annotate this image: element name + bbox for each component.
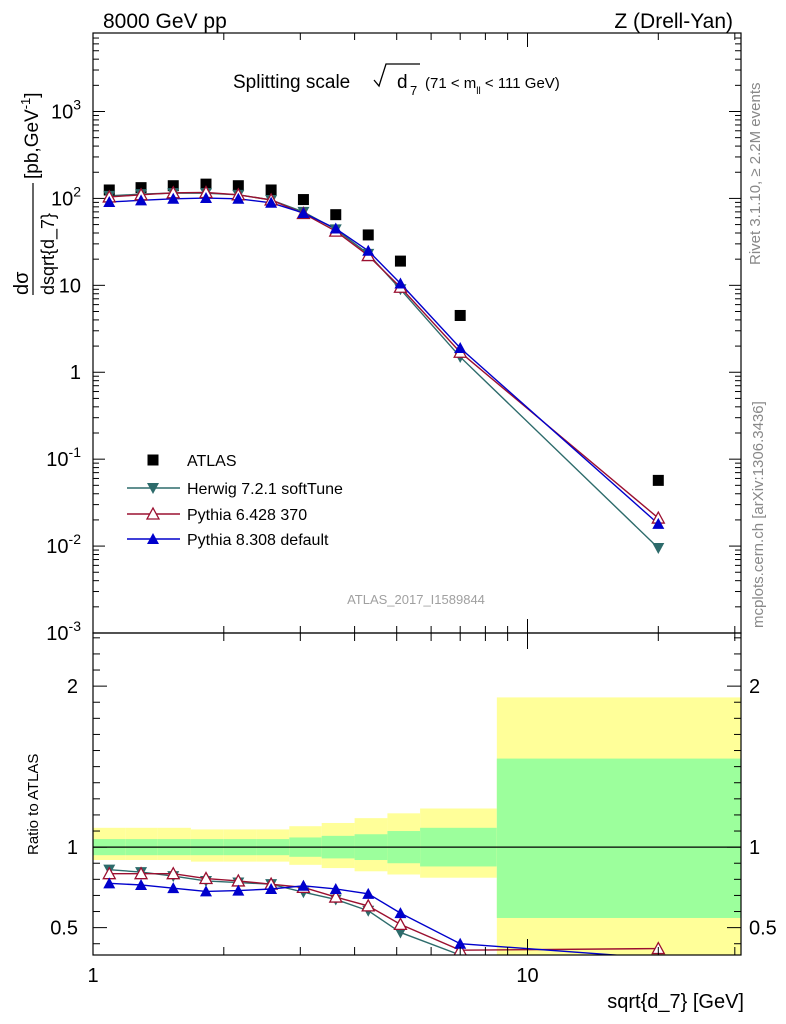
y-tick-label: 103 [51, 96, 81, 123]
ratio-point [133, 866, 149, 880]
y-label-unit: [pb,GeV-1] [18, 92, 43, 179]
data-point [297, 194, 309, 206]
mcplots-label: mcplots.cern.ch [arXiv:1306.3436] [750, 401, 767, 628]
data-point [232, 192, 245, 204]
ratio-y-tick-label-right: 2 [749, 676, 760, 698]
data-point [362, 244, 375, 256]
main-series [102, 178, 666, 555]
title-symbol: d [397, 72, 408, 93]
data-point [652, 543, 665, 555]
ratio-y-tick-label-right: 1 [749, 837, 760, 859]
ratio-point [103, 877, 116, 889]
data-point [135, 194, 148, 206]
ratio-point [166, 866, 181, 880]
ratio-y-tick-label: 0.5 [50, 918, 78, 940]
legend-marker [147, 533, 159, 544]
ratio-point [135, 878, 148, 890]
data-point [329, 222, 342, 234]
y-label-denominator: dsqrt{d_7} [38, 213, 59, 295]
legend-label: Herwig 7.2.1 softTune [187, 481, 343, 498]
ratio-line [109, 872, 659, 951]
ratio-point [198, 871, 214, 885]
data-point [200, 178, 212, 190]
data-point [103, 195, 116, 207]
ratio-frame [92, 632, 742, 956]
data-point [652, 474, 664, 486]
ratio-point [328, 889, 343, 903]
ratio-point [393, 917, 408, 931]
legend-marker [147, 483, 159, 494]
data-point [330, 209, 342, 221]
data-point [652, 517, 665, 529]
x-axis-label: sqrt{d_7} [GeV] [607, 991, 744, 1013]
ratio-point [362, 887, 375, 899]
ratio-y-axis-label: Ratio to ATLAS [25, 754, 42, 855]
data-point [454, 342, 467, 354]
data-point [394, 277, 407, 289]
data-point [297, 206, 310, 218]
x-tick-label: 10 [516, 965, 538, 987]
y-tick-label: 102 [51, 183, 81, 210]
data-point [394, 255, 406, 267]
ratio-point [361, 898, 376, 912]
series-line [109, 197, 659, 525]
ratio-point [265, 882, 278, 894]
rivet-label: Rivet 3.1.10, ≥ 2.2M events [747, 83, 764, 266]
y-label-numerator: dσ [11, 271, 33, 295]
legend: ATLAS Herwig 7.2.1 softTune Pythia 6.428 3… [127, 453, 343, 549]
uncertainty-bands [93, 697, 741, 955]
ratio-line [109, 882, 624, 955]
ratio-point [454, 937, 467, 949]
ratio-y-tick-label-right: 0.5 [749, 918, 777, 940]
header-left: 8000 GeV pp [103, 10, 227, 33]
main-axes: 10-3 10-2 10-1 1 10 102 103 [46, 32, 742, 645]
ratio-point [394, 907, 407, 919]
ratio-panel: 0.5 0.5 1 1 2 2 1 10 [50, 632, 777, 987]
data-point [232, 180, 244, 192]
ratio-point [329, 882, 342, 894]
ratio-point [167, 882, 180, 894]
data-point [200, 192, 213, 204]
y-tick-label: 10-1 [46, 444, 81, 471]
ratio-axes: 0.5 0.5 1 1 2 2 1 10 [50, 632, 777, 987]
inner-band [496, 758, 741, 918]
sqrt-sign [373, 63, 420, 88]
ratio-point [232, 884, 245, 896]
legend-marker [145, 506, 161, 520]
title-subscript: 7 [410, 83, 417, 98]
main-panel: 10-3 10-2 10-1 1 10 102 103 ATLAS Herwig 7.2.1 … [46, 32, 742, 645]
ratio-point [394, 927, 407, 939]
header-right: Z (Drell-Yan) [614, 10, 733, 33]
legend-marker [147, 454, 159, 466]
legend-label: Pythia 6.428 370 [187, 507, 307, 524]
ratio-point [297, 879, 310, 891]
main-y-axis-label: dσ dsqrt{d_7} [pb,GeV-1] [11, 92, 59, 295]
ratio-line [109, 868, 466, 955]
analysis-watermark: ATLAS_2017_I1589844 [347, 592, 485, 607]
data-point [167, 192, 180, 204]
ratio-y-tick-label: 2 [67, 676, 78, 698]
ratio-point [200, 885, 213, 897]
ratio-y-tick-label: 1 [67, 837, 78, 859]
data-point [265, 184, 277, 196]
data-point [265, 196, 278, 208]
data-point [454, 309, 466, 321]
legend-label: ATLAS [187, 453, 237, 470]
title-cut: (71 < mll < 111 GeV) [425, 75, 560, 97]
y-tick-label: 10-2 [46, 531, 81, 558]
data-point [362, 229, 374, 241]
y-tick-label: 1 [70, 362, 81, 384]
main-title: Splitting scale [233, 72, 350, 93]
series-line [109, 191, 659, 519]
y-tick-label: 10-3 [46, 618, 81, 645]
x-tick-label: 1 [87, 965, 98, 987]
legend-label: Pythia 8.308 default [187, 532, 329, 549]
y-tick-label: 10 [59, 275, 81, 297]
